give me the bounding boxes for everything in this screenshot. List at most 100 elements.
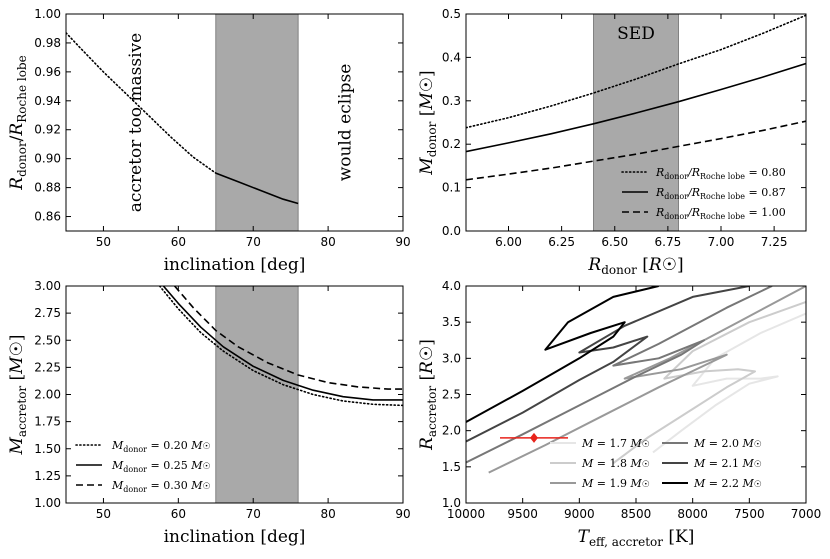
data-point-diamond: [530, 432, 538, 443]
y-tick-label: 0.3: [442, 94, 461, 108]
x-tick-label: 6.50: [601, 235, 628, 249]
legend-label-1: Rdonor/RRoche lobe = 0.80: [655, 166, 786, 181]
y-tick-label: 0.98: [34, 36, 61, 50]
x-tick-label: 50: [96, 507, 111, 521]
series-line-1: [652, 312, 806, 454]
y-tick-label: 0.0: [442, 224, 461, 238]
y-tick-label: 1.00: [34, 7, 61, 21]
series-line-3: [466, 120, 806, 181]
y-tick-label: 2.00: [34, 388, 61, 402]
series-group: [66, 31, 299, 205]
legend-label-1: Mdonor = 0.20 M☉: [111, 439, 211, 454]
legend-label-1: M = 1.7 M☉: [581, 437, 650, 450]
series-group: [466, 286, 806, 474]
series-line-5: [466, 286, 750, 443]
legend-label-3: M = 1.9 M☉: [581, 477, 650, 490]
x-tick-label: 9500: [507, 507, 538, 521]
series-line-2: [612, 300, 806, 465]
series-line-1: [66, 31, 217, 174]
y-tick-label: 0.2: [442, 137, 461, 151]
x-tick-label: 70: [246, 235, 261, 249]
x-tick-label: 7.00: [708, 235, 735, 249]
x-tick-label: 6.75: [655, 235, 682, 249]
series-line-2: [215, 172, 299, 205]
x-axis-label: Rdonor [R☉]: [587, 255, 683, 277]
annotation-1: accretor too massive: [126, 33, 146, 212]
series-group: [466, 14, 806, 181]
y-tick-label: 0.4: [442, 50, 461, 64]
panel-b: SED 6.00 6.25 6.50 6.75 7.00 7.25 0.0 0.1 0.2 0.3 0…: [417, 7, 807, 277]
legend: Mdonor = 0.20 M☉ Mdonor = 0.25 M☉ Mdonor =…: [75, 439, 211, 494]
x-tick-label: 6.00: [495, 235, 522, 249]
shaded-band: [215, 285, 299, 504]
y-tick-label: 0.5: [442, 7, 461, 21]
y-tick-label: 0.92: [34, 123, 61, 137]
series-line-6: [466, 286, 659, 423]
shaded-band: [593, 13, 679, 232]
y-tick-label: 1.5: [442, 460, 461, 474]
y-tick-label: 2.5: [442, 388, 461, 402]
y-axis-label: Maccretor [M☉]: [7, 335, 29, 456]
series-line-1: [158, 286, 403, 407]
legend-label-5: M = 2.1 M☉: [693, 457, 762, 470]
series-line-3: [173, 286, 403, 390]
series-line-1: [466, 14, 806, 129]
x-tick-label: 10000: [447, 507, 485, 521]
panel-c: 50 60 70 80 90 1.00 1.25 1.50 1.75 2.00 2.25 2.50 2.…: [7, 279, 411, 547]
x-axis-label: inclination [deg]: [164, 255, 306, 275]
x-axis-label: Teff, accretor [K]: [578, 527, 695, 549]
y-tick-label: 2.25: [34, 360, 61, 374]
y-tick-label: 3.5: [442, 315, 461, 329]
y-tick-label: 3.0: [442, 351, 461, 365]
y-tick-label: 2.0: [442, 424, 461, 438]
legend-label-3: Mdonor = 0.30 M☉: [111, 479, 211, 494]
y-tick-label: 4.0: [442, 279, 461, 293]
x-tick-label: 9000: [564, 507, 595, 521]
y-tick-label: 2.75: [34, 306, 61, 320]
y-axis-label: Rdonor/RRoche lobe: [7, 55, 29, 190]
x-axis-label: inclination [deg]: [164, 527, 306, 547]
shaded-band: [215, 13, 299, 232]
x-tick-label: 80: [320, 235, 335, 249]
series-line-2: [466, 62, 806, 153]
y-tick-label: 0.90: [34, 152, 61, 166]
legend: Rdonor/RRoche lobe = 0.80 Rdonor/RRoche l…: [621, 166, 786, 221]
axes-frame: [65, 13, 404, 232]
x-tick-label: 70: [246, 507, 261, 521]
series-line-4: [466, 286, 773, 464]
x-tick-label: 7.25: [761, 235, 788, 249]
legend-label-2: M = 1.8 M☉: [581, 457, 650, 470]
series-line-2: [162, 286, 403, 401]
x-tick-label: 8000: [677, 507, 708, 521]
y-tick-label: 0.88: [34, 181, 61, 195]
y-tick-label: 2.50: [34, 333, 61, 347]
band-label: SED: [617, 24, 655, 44]
y-tick-label: 1.50: [34, 442, 61, 456]
y-tick-label: 0.96: [34, 65, 61, 79]
y-axis-label: Raccretor [R☉]: [417, 339, 439, 451]
series-group: [158, 286, 403, 407]
x-tick-label: 90: [395, 235, 410, 249]
y-axis-label: Mdonor [M☉]: [417, 70, 439, 175]
y-tick-label: 1.25: [34, 469, 61, 483]
axes-frame: [465, 13, 807, 232]
x-tick-label: 60: [171, 235, 186, 249]
series-line-3: [488, 286, 806, 474]
y-tick-label: 0.86: [34, 210, 61, 224]
x-tick-label: 7500: [734, 507, 765, 521]
y-tick-label: 1.00: [34, 496, 61, 510]
x-tick-label: 60: [171, 507, 186, 521]
y-tick-label: 0.1: [442, 181, 461, 195]
y-tick-label: 1.75: [34, 415, 61, 429]
x-tick-label: 7000: [791, 507, 822, 521]
y-tick-label: 1.0: [442, 496, 461, 510]
legend: M = 1.7 M☉ M = 1.8 M☉ M = 1.9 M☉ M = 2.0 M☉…: [550, 437, 762, 490]
x-tick-label: 80: [320, 507, 335, 521]
legend-label-3: Rdonor/RRoche lobe = 1.00: [655, 206, 786, 221]
x-tick-label: 6.25: [548, 235, 575, 249]
panel-a: 50 60 70 80 90 0.86 0.88 0.90 0.92 0.94 0.96 0.98 1.…: [7, 7, 411, 275]
x-tick-label: 50: [96, 235, 111, 249]
legend-label-2: Mdonor = 0.25 M☉: [111, 459, 211, 474]
y-tick-label: 0.94: [34, 94, 61, 108]
